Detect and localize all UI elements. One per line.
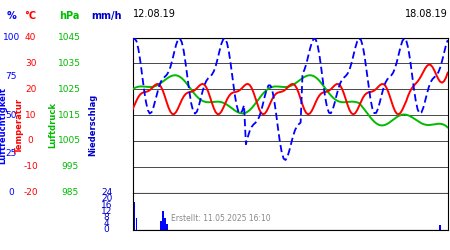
Text: 50: 50 <box>5 110 17 120</box>
Bar <box>136 218 137 230</box>
Text: 40: 40 <box>25 33 36 42</box>
Text: 20: 20 <box>25 85 36 94</box>
Text: 0: 0 <box>28 136 33 145</box>
Text: 1045: 1045 <box>58 33 81 42</box>
Text: hPa: hPa <box>59 11 80 21</box>
Bar <box>166 224 167 230</box>
Text: Erstellt: 11.05.2025 16:10: Erstellt: 11.05.2025 16:10 <box>171 214 270 223</box>
Text: Temperatur: Temperatur <box>15 98 24 152</box>
Text: 100: 100 <box>3 33 20 42</box>
Text: 12: 12 <box>101 207 112 216</box>
Text: 18.08.19: 18.08.19 <box>405 9 448 19</box>
Bar <box>162 211 164 230</box>
Text: °C: °C <box>25 11 36 21</box>
Text: 1035: 1035 <box>58 59 81 68</box>
Text: 75: 75 <box>5 72 17 81</box>
Text: 30: 30 <box>25 59 36 68</box>
Bar <box>160 220 162 230</box>
Text: mm/h: mm/h <box>91 11 122 21</box>
Text: 10: 10 <box>25 110 36 120</box>
Text: 995: 995 <box>61 162 78 171</box>
Text: 0: 0 <box>9 188 14 197</box>
Bar <box>134 202 135 230</box>
Bar <box>439 225 441 230</box>
Bar <box>164 218 166 230</box>
Text: 12.08.19: 12.08.19 <box>133 9 176 19</box>
Text: 20: 20 <box>101 194 112 203</box>
Text: 25: 25 <box>5 149 17 158</box>
Text: 0: 0 <box>104 226 109 234</box>
Text: 16: 16 <box>101 200 112 209</box>
Text: 8: 8 <box>104 213 109 222</box>
Text: 1025: 1025 <box>58 85 81 94</box>
Text: -10: -10 <box>23 162 38 171</box>
Text: Niederschlag: Niederschlag <box>88 94 97 156</box>
Text: 4: 4 <box>104 219 109 228</box>
Text: 1015: 1015 <box>58 110 81 120</box>
Text: 985: 985 <box>61 188 78 197</box>
Text: 1005: 1005 <box>58 136 81 145</box>
Text: Luftdruck: Luftdruck <box>48 102 57 148</box>
Text: Luftfeuchtigkeit: Luftfeuchtigkeit <box>0 86 8 164</box>
Text: %: % <box>6 11 16 21</box>
Text: 24: 24 <box>101 188 112 197</box>
Text: -20: -20 <box>23 188 38 197</box>
